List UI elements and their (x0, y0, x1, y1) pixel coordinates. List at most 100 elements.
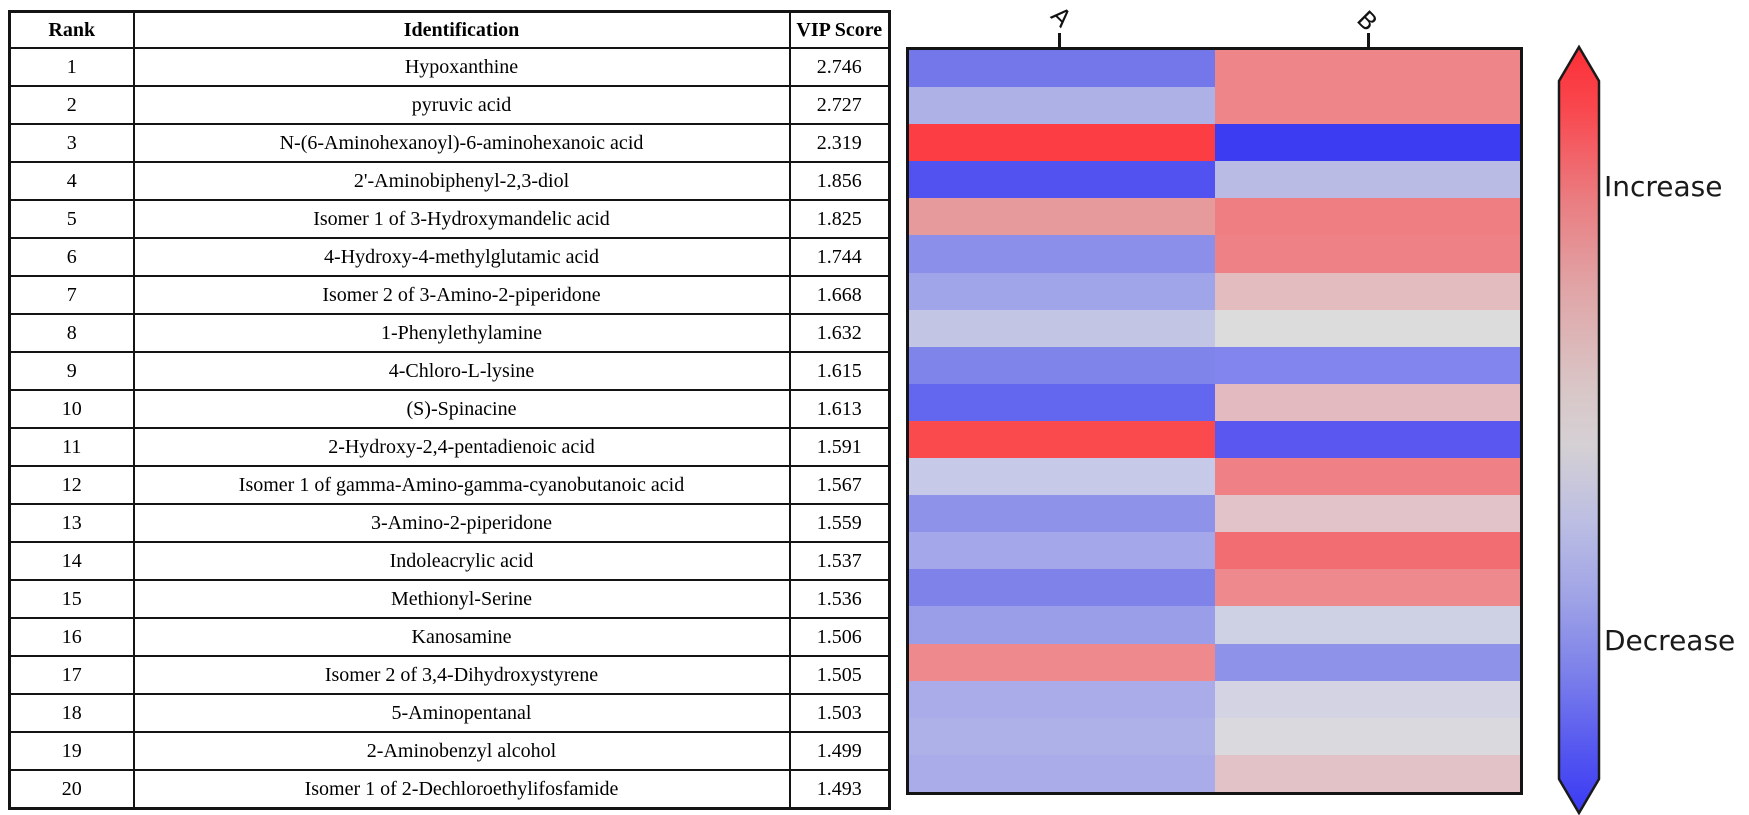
col-header-identification: Identification (132, 10, 791, 49)
table-row: 8 1-Phenylethylamine 1.632 (8, 313, 891, 353)
legend-increase-label: Increase (1604, 170, 1723, 203)
vip-score-cell: 1.537 (788, 541, 891, 581)
heatmap-cell-a-row11 (909, 420, 1215, 459)
identification-cell: 3-Amino-2-piperidone (132, 503, 791, 543)
vip-score-cell: 1.668 (788, 275, 891, 315)
vip-score-table: Rank Identification VIP Score 1 Hypoxanth… (8, 10, 891, 810)
table-row: 17 Isomer 2 of 3,4-Dihydroxystyrene 1.505 (8, 655, 891, 695)
rank-cell: 15 (8, 579, 135, 619)
colorbar-arrow (1557, 44, 1601, 815)
heatmap (906, 47, 1523, 795)
heatmap-cell-a-row7 (909, 272, 1215, 310)
identification-cell: 5-Aminopentanal (132, 693, 791, 733)
heatmap-cell-a-row3 (909, 124, 1215, 162)
table-row: 16 Kanosamine 1.506 (8, 617, 891, 657)
identification-cell: 2-Hydroxy-2,4-pentadienoic acid (132, 427, 791, 467)
rank-cell: 6 (8, 237, 135, 277)
rank-cell: 9 (8, 351, 135, 391)
rank-cell: 8 (8, 313, 135, 353)
vip-score-cell: 1.825 (788, 199, 891, 239)
heatmap-cell-a-row13 (909, 495, 1215, 533)
identification-cell: 2-Aminobenzyl alcohol (132, 731, 791, 771)
heatmap-cell-a-row17 (909, 643, 1215, 681)
vip-score-cell: 1.559 (788, 503, 891, 543)
heatmap-cell-b-row8 (1214, 309, 1520, 347)
heatmap-cell-a-row4 (909, 161, 1215, 199)
heatmap-cell-a-row6 (909, 235, 1215, 273)
col-header-rank: Rank (8, 10, 135, 49)
rank-cell: 12 (8, 465, 135, 505)
heatmap-cell-b-row4 (1214, 161, 1520, 199)
rank-cell: 4 (8, 161, 135, 201)
rank-cell: 1 (8, 47, 135, 87)
vip-score-cell: 1.856 (788, 161, 891, 201)
vip-score-cell: 1.505 (788, 655, 891, 695)
rank-cell: 17 (8, 655, 135, 695)
heatmap-cell-b-row6 (1214, 235, 1520, 273)
rank-cell: 16 (8, 617, 135, 657)
rank-cell: 20 (8, 769, 135, 810)
table-row: 18 5-Aminopentanal 1.503 (8, 693, 891, 733)
rank-cell: 13 (8, 503, 135, 543)
vip-score-cell: 1.499 (788, 731, 891, 771)
vip-score-cell: 1.536 (788, 579, 891, 619)
identification-cell: Indoleacrylic acid (132, 541, 791, 581)
heatmap-cell-a-row2 (909, 87, 1215, 125)
rank-cell: 5 (8, 199, 135, 239)
heatmap-cell-b-row14 (1214, 532, 1520, 570)
rank-cell: 10 (8, 389, 135, 429)
heatmap-cell-b-row13 (1214, 495, 1520, 533)
vip-score-cell: 2.727 (788, 85, 891, 125)
identification-cell: 1-Phenylethylamine (132, 313, 791, 353)
heatmap-cell-b-row3 (1214, 124, 1520, 162)
heatmap-cell-b-row20 (1214, 754, 1520, 792)
heatmap-cell-b-row7 (1214, 272, 1520, 310)
heatmap-cell-a-row15 (909, 569, 1215, 607)
table-row: 2 pyruvic acid 2.727 (8, 85, 891, 125)
heatmap-cell-b-row15 (1214, 569, 1520, 607)
heatmap-tick-b (1367, 33, 1370, 47)
heatmap-cell-b-row17 (1214, 643, 1520, 681)
vip-score-cell: 1.493 (788, 769, 891, 810)
heatmap-cell-b-row5 (1214, 198, 1520, 236)
vip-score-cell: 1.503 (788, 693, 891, 733)
vip-score-cell: 2.319 (788, 123, 891, 163)
heatmap-cell-a-row10 (909, 383, 1215, 421)
heatmap-cell-a-row16 (909, 606, 1215, 644)
vip-score-cell: 1.613 (788, 389, 891, 429)
table-row: 5 Isomer 1 of 3-Hydroxymandelic acid 1.825 (8, 199, 891, 239)
table-row: 3 N-(6-Aminohexanoyl)-6-aminohexanoic aci… (8, 123, 891, 163)
table-row: 10 (S)-Spinacine 1.613 (8, 389, 891, 429)
heatmap-cell-b-row1 (1214, 50, 1520, 88)
rank-cell: 3 (8, 123, 135, 163)
heatmap-cell-a-row9 (909, 346, 1215, 384)
heatmap-cell-a-row8 (909, 309, 1215, 347)
identification-cell: 4-Chloro-L-lysine (132, 351, 791, 391)
vip-score-cell: 1.506 (788, 617, 891, 657)
table-row: 7 Isomer 2 of 3-Amino-2-piperidone 1.668 (8, 275, 891, 315)
heatmap-cell-b-row12 (1214, 458, 1520, 496)
table-header-row: Rank Identification VIP Score (8, 10, 891, 49)
vip-score-cell: 1.744 (788, 237, 891, 277)
table-row: 14 Indoleacrylic acid 1.537 (8, 541, 891, 581)
rank-cell: 2 (8, 85, 135, 125)
heatmap-cell-a-row14 (909, 532, 1215, 570)
identification-cell: 2'-Aminobiphenyl-2,3-diol (132, 161, 791, 201)
heatmap-cell-b-row19 (1214, 717, 1520, 755)
identification-cell: Methionyl-Serine (132, 579, 791, 619)
heatmap-cell-b-row11 (1214, 420, 1520, 459)
col-header-vip-score: VIP Score (788, 10, 891, 49)
rank-cell: 19 (8, 731, 135, 771)
identification-cell: Isomer 2 of 3,4-Dihydroxystyrene (132, 655, 791, 695)
heatmap-cell-b-row9 (1214, 346, 1520, 384)
identification-cell: Hypoxanthine (132, 47, 791, 87)
identification-cell: (S)-Spinacine (132, 389, 791, 429)
table-row: 19 2-Aminobenzyl alcohol 1.499 (8, 731, 891, 771)
heatmap-cell-a-row19 (909, 717, 1215, 755)
table-row: 20 Isomer 1 of 2-Dechloroethylifosfamide 1… (8, 769, 891, 810)
heatmap-cell-a-row18 (909, 680, 1215, 718)
table-row: 4 2'-Aminobiphenyl-2,3-diol 1.856 (8, 161, 891, 201)
table-row: 11 2-Hydroxy-2,4-pentadienoic acid 1.591 (8, 427, 891, 467)
vip-score-cell: 1.591 (788, 427, 891, 467)
